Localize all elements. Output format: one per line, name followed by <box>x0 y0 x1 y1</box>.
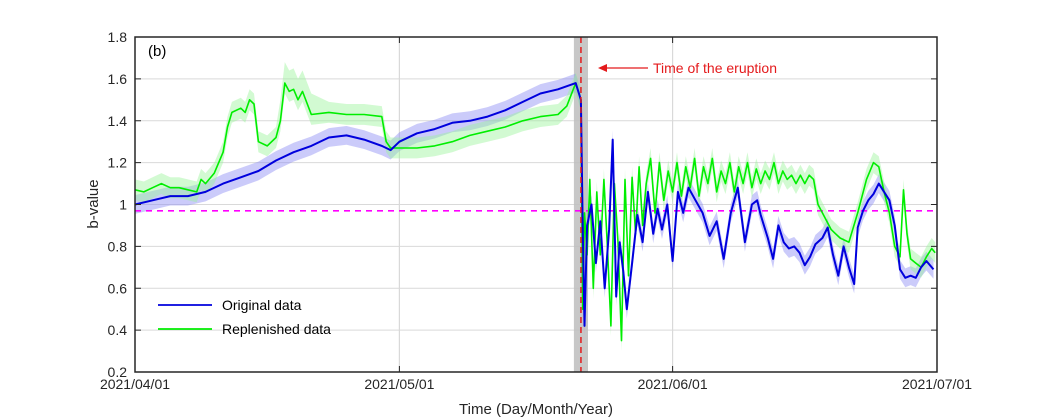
y-axis-ticks: 0.2 0.4 0.6 0.8 1 1.2 1.4 1.6 1.8 <box>108 29 937 380</box>
annotation-arrow-head <box>598 64 607 72</box>
series-line-0 <box>134 82 935 327</box>
y-tick-label: 1.2 <box>108 155 128 171</box>
y-tick-label: 0.4 <box>108 322 128 338</box>
eruption-annotation: Time of the eruption <box>598 60 777 76</box>
series-line-1 <box>134 82 936 342</box>
y-tick-label: 1.8 <box>108 29 128 45</box>
x-tick-label: 2021/07/01 <box>902 376 972 392</box>
legend-label-replenished: Replenished data <box>222 321 331 337</box>
y-tick-label: 0.8 <box>108 238 128 254</box>
panel-label: (b) <box>148 43 166 60</box>
legend-label-original: Original data <box>222 297 302 313</box>
confidence-bands <box>135 62 936 352</box>
y-tick-label: 1.4 <box>108 113 128 129</box>
y-tick-label: 1 <box>119 197 127 213</box>
y-tick-label: 0.2 <box>108 364 128 380</box>
series-lines <box>134 82 936 342</box>
legend: Original data Replenished data <box>158 297 331 337</box>
confidence-band-1 <box>135 62 936 352</box>
x-axis-ticks: 2021/04/01 2021/05/01 2021/06/01 2021/07/01 <box>100 37 972 392</box>
y-axis-label: b-value <box>85 179 102 228</box>
y-tick-label: 1.6 <box>108 71 128 87</box>
x-axis-label: Time (Day/Month/Year) <box>459 401 613 418</box>
grid-lines <box>135 37 937 372</box>
x-tick-label: 2021/05/01 <box>364 376 434 392</box>
annotation-text: Time of the eruption <box>653 60 777 76</box>
x-tick-label: 2021/06/01 <box>638 376 708 392</box>
x-tick-label: 2021/04/01 <box>100 376 170 392</box>
y-tick-label: 0.6 <box>108 280 128 296</box>
confidence-band-0 <box>135 73 934 336</box>
